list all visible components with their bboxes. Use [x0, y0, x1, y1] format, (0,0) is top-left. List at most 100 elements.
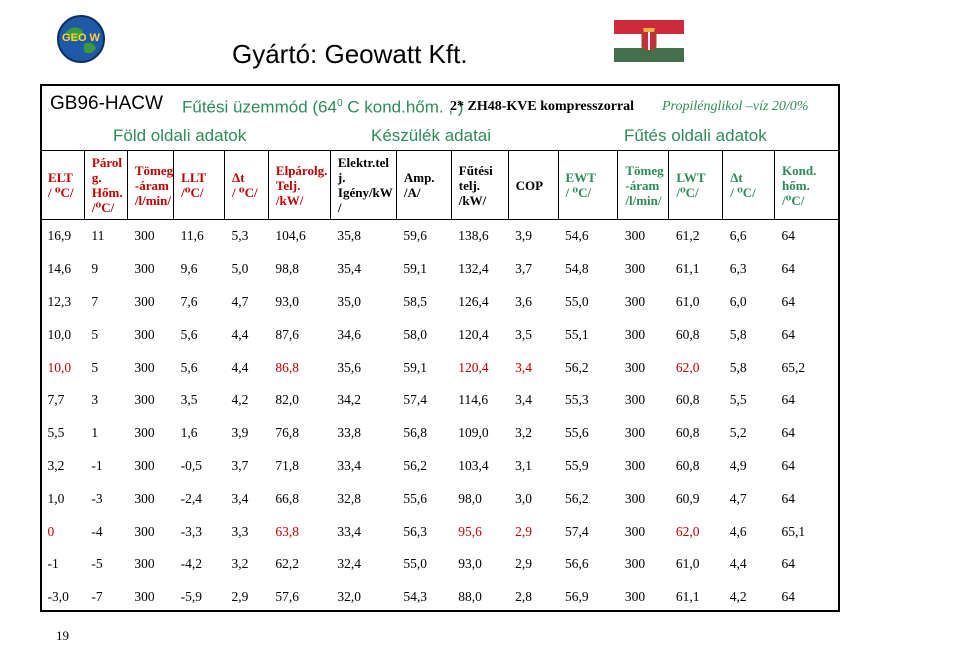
column-header: Tömeg -áram/l/min/ — [126, 150, 175, 220]
geowatt-logo: GEO W — [56, 14, 106, 64]
table-cell: 0 — [47, 523, 55, 539]
table-row: -1 -5 300 -4,2 3,2 62,2 32,4 55,0 93,0 2,9 56,6 300… — [41, 548, 840, 581]
table-cell: 65,2 — [781, 359, 806, 375]
column-header: Δt / ⁰C/ — [722, 150, 776, 220]
table-cell: 93,0 — [275, 293, 300, 309]
table-cell: 11,6 — [180, 228, 204, 244]
section-device: Készülék adatai — [371, 126, 492, 145]
table-cell: 300 — [624, 457, 646, 473]
table-cell: 300 — [624, 523, 646, 539]
table-cell: 62,2 — [275, 556, 300, 572]
table-cell: 300 — [134, 556, 155, 572]
column-header-line: Fűtési — [458, 162, 493, 178]
column-header-line: g. — [91, 170, 102, 185]
table-cell: 76,8 — [275, 425, 300, 441]
table-row: 3,2 -1 300 -0,5 3,7 71,8 33,4 56,2 103,4 3,1 55,9 3… — [41, 450, 840, 483]
table-cell: 300 — [624, 359, 646, 375]
table-cell: 300 — [134, 261, 155, 277]
column-header-line: / ⁰C/ — [48, 185, 74, 200]
table-cell: 60,8 — [675, 425, 700, 441]
table-cell: -3,3 — [180, 523, 203, 539]
table-cell: 33,4 — [337, 457, 362, 473]
table-cell: 5 — [91, 359, 99, 375]
section-heating: Fűtés oldali adatok — [624, 126, 767, 145]
column-header-line: / ⁰C/ — [730, 185, 756, 200]
table-cell: 9 — [91, 261, 99, 277]
column-header-line: j. — [337, 170, 346, 185]
table-cell: 3,6 — [515, 293, 533, 309]
table-cell: 32,8 — [337, 490, 362, 506]
table-cell: 300 — [134, 457, 155, 473]
table-cell: 4,7 — [729, 490, 747, 506]
column-header: Párol g. Hőm./⁰C/ — [83, 150, 128, 220]
table-cell: 3,4 — [231, 490, 249, 506]
table-cell: 64 — [781, 556, 796, 572]
table-cell: 98,8 — [275, 261, 300, 277]
column-header: Tömeg -áram/l/min/ — [617, 150, 670, 220]
column-header-line: Elektr.tel — [337, 155, 390, 170]
table-row: 12,3 7 300 7,6 4,7 93,0 35,0 58,5 126,4 3,6 55,0 30… — [41, 286, 840, 319]
column-header-line: Tömeg — [134, 162, 174, 178]
table-cell: 56,2 — [565, 490, 589, 506]
table-cell: 300 — [624, 392, 646, 408]
column-header: COP — [507, 150, 559, 220]
table-cell: 71,8 — [275, 457, 300, 473]
table-cell: 64 — [781, 457, 796, 473]
operating-mode: Fűtési üzemmód (640 C kond.hőm. , ) — [182, 97, 464, 117]
table-cell: 61,2 — [675, 228, 700, 244]
table-cell: 88,0 — [458, 589, 482, 605]
table-cell: 114,6 — [458, 392, 489, 408]
table-cell: 5,5 — [47, 425, 65, 441]
table-cell: 4,2 — [729, 589, 747, 605]
table-cell: -4 — [91, 523, 103, 539]
table-cell: 60,8 — [675, 457, 700, 473]
table-cell: 2,9 — [231, 589, 249, 605]
table-cell: 3,1 — [515, 457, 533, 473]
table-cell: 62,0 — [675, 523, 700, 539]
column-header-line: EWT — [565, 170, 596, 185]
column-header-line: Δt — [232, 170, 245, 185]
table-cell: 5 — [91, 326, 99, 342]
table-cell: 14,6 — [47, 261, 72, 277]
column-header-line: / — [337, 200, 342, 215]
compressor-info: 2* ZH48-KVE kompresszorral — [450, 99, 635, 114]
table-cell: 64 — [781, 490, 796, 506]
table-cell: 6,3 — [729, 261, 747, 277]
column-header-line: /l/min/ — [625, 192, 662, 208]
table-cell: 300 — [134, 293, 155, 309]
column-header-line: Hőm. — [91, 185, 123, 200]
table-cell: 55,0 — [565, 293, 589, 309]
section-ground: Föld oldali adatok — [113, 126, 247, 145]
table-cell: 16,9 — [47, 228, 72, 244]
table-cell: 64 — [781, 326, 796, 342]
table-cell: 54,6 — [565, 228, 589, 244]
table-cell: 65,1 — [781, 523, 806, 539]
table-cell: 300 — [134, 228, 155, 244]
column-header-line: Elpárolg. — [275, 162, 328, 178]
table-cell: 300 — [624, 228, 646, 244]
table-cell: 2,9 — [515, 523, 533, 539]
table-cell: 33,4 — [337, 523, 362, 539]
table-cell: 6,6 — [729, 228, 747, 244]
table-cell: 300 — [624, 589, 646, 605]
table-cell: 55,6 — [403, 490, 427, 506]
table-cell: 57,6 — [275, 589, 300, 605]
table-cell: 98,0 — [458, 490, 482, 506]
table-cell: 61,0 — [675, 556, 700, 572]
column-header-line: /A/ — [403, 185, 421, 200]
column-header-line: -áram — [625, 177, 660, 193]
column-header-line: /⁰C/ — [782, 192, 805, 208]
column-header-line: Párol — [91, 155, 123, 170]
table-cell: 64 — [781, 293, 796, 309]
table-cell: 300 — [134, 359, 155, 375]
column-header-line: Δt — [730, 170, 743, 185]
table-cell: 4,4 — [231, 359, 249, 375]
performance-table: ELT / ⁰C/Párol g. Hőm./⁰C/Tömeg -áram/l/min/… — [40, 150, 840, 614]
column-header-line: Amp. — [403, 170, 435, 185]
column-header-line: /⁰C/ — [676, 185, 699, 200]
table-cell: -3,0 — [47, 589, 69, 605]
table-cell: 60,8 — [675, 392, 700, 408]
table-cell: 57,4 — [565, 523, 589, 539]
table-cell: 3,5 — [515, 326, 533, 342]
column-header-line: / ⁰C/ — [232, 185, 258, 200]
